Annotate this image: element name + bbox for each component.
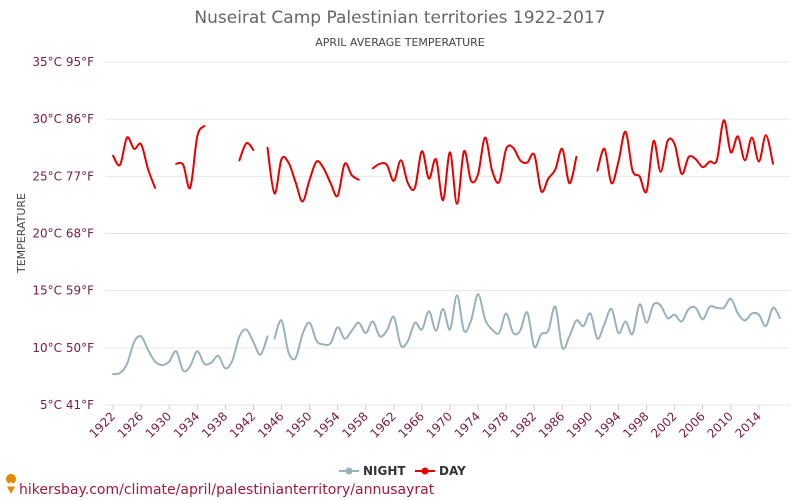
x-tick-label: 1978 (480, 409, 511, 440)
day-line-segment (112, 136, 157, 189)
legend-item-day[interactable]: DAY (415, 464, 466, 478)
x-tick-label: 1966 (396, 409, 427, 440)
x-tick-label: 2002 (648, 409, 679, 440)
x-tick-label: 1946 (255, 409, 286, 440)
chart-subtitle: APRIL AVERAGE TEMPERATURE (315, 36, 484, 49)
day-line-segment (266, 146, 360, 203)
location-pin-hole (9, 482, 13, 486)
x-tick-label: 2010 (704, 409, 735, 440)
y-tick-label: 15°C 59°F (32, 284, 94, 298)
series-day (112, 119, 774, 205)
day-line-segment (371, 136, 578, 205)
x-tick-label: 1962 (367, 409, 398, 440)
gridlines (105, 61, 790, 406)
legend-night-label: NIGHT (363, 464, 406, 478)
legend-day-marker (421, 467, 429, 475)
x-tick-label: 2014 (733, 409, 764, 440)
x-tick-label: 1922 (87, 409, 118, 440)
legend-night-marker (345, 467, 353, 475)
x-tick-label: 1930 (143, 409, 174, 440)
x-tick-label: 2006 (676, 409, 707, 440)
x-tick-label: 1958 (339, 409, 370, 440)
x-tick-label: 1938 (199, 409, 230, 440)
chart-title: Nuseirat Camp Palestinian territories 19… (194, 8, 605, 28)
night-line-segment (273, 293, 781, 361)
y-tick-label: 35°C 95°F (32, 55, 94, 69)
day-line-segment (596, 119, 774, 194)
y-tick-label: 20°C 68°F (32, 227, 94, 241)
x-tick-label: 1994 (592, 409, 623, 440)
x-tick-label: 1942 (227, 409, 258, 440)
y-tick-label: 30°C 86°F (32, 112, 94, 126)
day-line-segment (175, 125, 206, 190)
y-tick-label: 5°C 41°F (40, 398, 94, 412)
x-tick-label: 1950 (283, 409, 314, 440)
series-lines (112, 119, 781, 376)
x-tick-label: 1990 (564, 409, 595, 440)
series-night (112, 293, 781, 376)
y-axis-label: TEMPERATURE (15, 193, 28, 274)
x-tick-label: 1954 (311, 409, 342, 440)
x-tick-labels: 1922192619301934193819421946195019541958… (87, 405, 764, 441)
x-tick-label: 1982 (508, 409, 539, 440)
legend-item-night[interactable]: NIGHT (339, 464, 406, 478)
legend-day-label: DAY (439, 464, 466, 478)
x-tick-label: 1970 (424, 409, 455, 440)
x-tick-label: 1998 (620, 409, 651, 440)
day-line-segment (238, 141, 255, 162)
watermark-url[interactable]: hikersbay.com/climate/april/palestiniant… (19, 482, 435, 498)
y-tick-label: 10°C 50°F (32, 341, 94, 355)
y-tick-label: 25°C 77°F (32, 169, 94, 183)
x-tick-label: 1974 (452, 409, 483, 440)
x-tick-label: 1986 (536, 409, 567, 440)
legend[interactable]: NIGHT DAY (339, 464, 466, 478)
x-tick-label: 1926 (115, 409, 146, 440)
night-line-segment (112, 328, 269, 376)
x-tick-label: 1934 (171, 409, 202, 440)
y-tick-labels: 5°C 41°F 10°C 50°F 15°C 59°F 20°C 68°F 25°C … (32, 55, 94, 412)
watermark[interactable]: hikersbay.com/climate/april/palestiniant… (6, 474, 435, 498)
